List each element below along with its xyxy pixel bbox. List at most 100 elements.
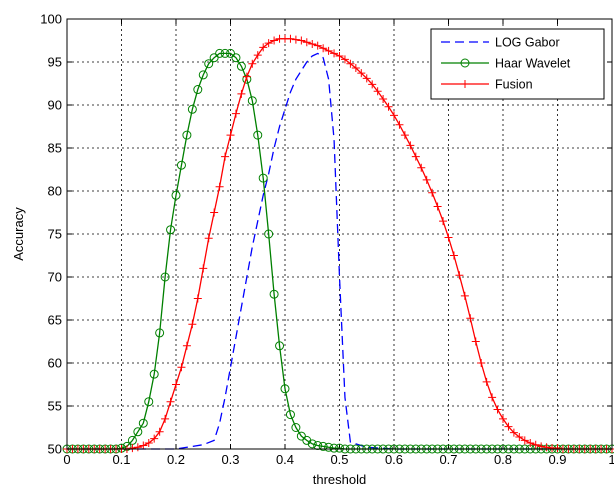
data-point-haar-wavelet: [247, 96, 257, 106]
data-point-fusion: [204, 234, 213, 243]
data-point-haar-wavelet: [296, 431, 306, 441]
y-tick-label: 90: [48, 98, 62, 113]
x-tick-label: 0.5: [330, 452, 348, 467]
data-point-haar-wavelet: [231, 53, 241, 63]
legend-label-log-gabor: LOG Gabor: [495, 36, 560, 50]
data-point-fusion: [449, 251, 458, 260]
data-point-haar-wavelet: [187, 104, 197, 114]
data-point-fusion: [177, 363, 186, 372]
data-point-haar-wavelet: [253, 130, 263, 140]
legend-label-haar-wavelet: Haar Wavelet: [495, 57, 571, 71]
data-point-haar-wavelet: [198, 70, 208, 80]
data-point-haar-wavelet: [269, 289, 279, 299]
x-tick-label: 0.4: [276, 452, 294, 467]
data-point-fusion: [373, 87, 382, 96]
data-point-fusion: [161, 414, 170, 423]
data-point-fusion: [520, 436, 529, 445]
y-tick-label: 55: [48, 399, 62, 414]
data-point-fusion: [466, 314, 475, 323]
data-point-haar-wavelet: [155, 328, 165, 338]
data-point-fusion: [406, 141, 415, 150]
y-tick-label: 85: [48, 141, 62, 156]
y-tick-label: 70: [48, 270, 62, 285]
data-point-haar-wavelet: [329, 443, 339, 453]
data-point-haar-wavelet: [138, 418, 148, 428]
legend-marker-haar-wavelet: [460, 58, 470, 68]
legend-box: [430, 28, 605, 100]
data-point-fusion: [188, 320, 197, 329]
data-point-fusion: [422, 175, 431, 184]
data-point-fusion: [330, 49, 339, 58]
y-tick-label: 100: [40, 12, 62, 27]
data-point-haar-wavelet: [313, 441, 323, 451]
data-point-haar-wavelet: [220, 48, 230, 58]
data-point-haar-wavelet: [171, 190, 181, 200]
data-point-fusion: [144, 438, 153, 447]
y-axis-label: Accuracy: [11, 207, 26, 261]
data-point-haar-wavelet: [215, 48, 225, 58]
data-point-haar-wavelet: [204, 59, 214, 69]
data-point-fusion: [362, 74, 371, 83]
x-tick-label: 0.8: [494, 452, 512, 467]
data-point-fusion: [428, 188, 437, 197]
data-point-haar-wavelet: [291, 423, 301, 432]
y-tick-label: 95: [48, 55, 62, 70]
data-point-fusion: [390, 111, 398, 120]
data-point-fusion: [150, 434, 159, 443]
tick-labels: 0 0.1 0.2 0.3 0.4 0.5 0.6 0.7 0.8 0.9 1 50 55 60 65 70 7…: [40, 12, 614, 468]
x-tick-label: 0: [63, 452, 70, 467]
data-point-fusion: [313, 41, 322, 50]
data-point-fusion: [319, 44, 328, 53]
data-point-fusion: [477, 359, 486, 367]
data-point-haar-wavelet: [236, 61, 246, 71]
data-point-fusion: [357, 69, 366, 78]
data-point-haar-wavelet: [160, 272, 170, 282]
data-point-fusion: [139, 441, 148, 450]
data-point-fusion: [515, 432, 524, 441]
data-point-fusion: [340, 55, 349, 64]
data-point-haar-wavelet: [318, 441, 328, 451]
data-point-haar-wavelet: [285, 410, 295, 420]
data-point-fusion: [526, 438, 535, 447]
data-point-fusion: [226, 131, 235, 140]
data-point-fusion: [444, 233, 453, 242]
data-point-fusion: [270, 36, 279, 45]
data-point-haar-wavelet: [176, 160, 186, 170]
y-tick-label: 75: [48, 227, 62, 242]
data-point-fusion: [302, 38, 311, 47]
data-point-haar-wavelet: [209, 53, 219, 63]
data-point-haar-wavelet: [275, 341, 285, 351]
data-point-fusion: [291, 35, 300, 44]
data-point-fusion: [471, 337, 480, 346]
x-axis-label: threshold: [313, 472, 366, 487]
data-point-fusion: [395, 120, 404, 129]
data-point-fusion: [499, 414, 507, 423]
data-point-fusion: [308, 39, 317, 48]
data-point-fusion: [297, 36, 306, 45]
data-point-fusion: [286, 34, 295, 43]
data-point-fusion: [335, 51, 344, 60]
data-point-fusion: [166, 397, 175, 406]
legend: LOG Gabor Haar Wavelet Fusion: [430, 28, 605, 100]
data-point-haar-wavelet: [166, 225, 176, 235]
data-point-fusion: [433, 202, 442, 211]
data-point-fusion: [264, 39, 273, 48]
data-point-fusion: [242, 72, 251, 81]
data-point-haar-wavelet: [280, 384, 290, 394]
y-tick-label: 50: [48, 442, 62, 457]
data-point-fusion: [488, 393, 497, 402]
data-point-fusion: [504, 422, 513, 431]
data-point-fusion: [493, 405, 502, 414]
data-point-haar-wavelet: [144, 397, 154, 407]
data-point-fusion: [324, 46, 333, 55]
data-point-fusion: [231, 109, 240, 118]
x-tick-label: 0.3: [221, 452, 239, 467]
x-tick-label: 0.6: [385, 452, 403, 467]
data-point-haar-wavelet: [258, 173, 268, 183]
data-point-haar-wavelet: [149, 369, 159, 379]
data-point-fusion: [253, 51, 262, 60]
data-point-fusion: [455, 271, 464, 280]
data-point-fusion: [542, 443, 551, 452]
x-tick-label: 0.9: [548, 452, 566, 467]
